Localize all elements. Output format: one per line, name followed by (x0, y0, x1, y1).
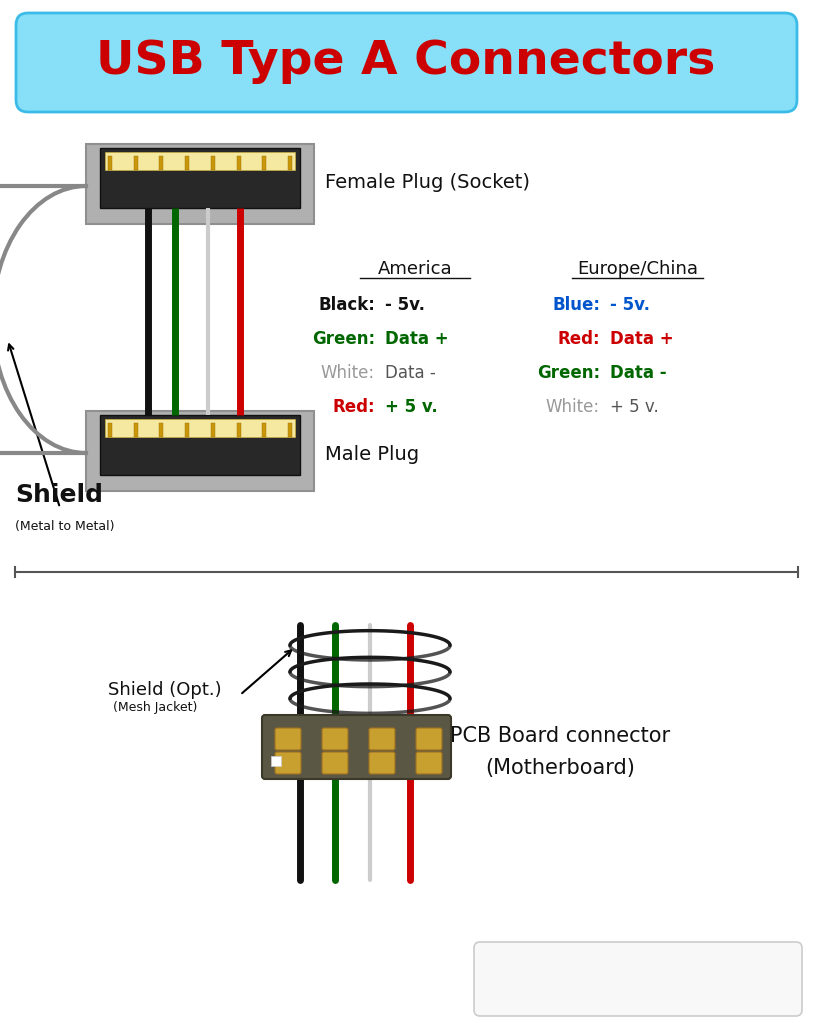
FancyBboxPatch shape (416, 752, 442, 774)
Bar (108, 155, 112, 170)
Text: Europe/China: Europe/China (577, 260, 698, 278)
Bar (133, 422, 137, 437)
Bar (159, 422, 163, 437)
Text: Data -: Data - (610, 364, 667, 382)
Bar (263, 155, 267, 170)
FancyBboxPatch shape (416, 728, 442, 750)
Text: Female Plug (Socket): Female Plug (Socket) (325, 174, 530, 192)
FancyBboxPatch shape (16, 13, 797, 112)
Bar (185, 422, 189, 437)
Bar (185, 155, 189, 170)
Bar (108, 422, 112, 437)
FancyBboxPatch shape (322, 728, 348, 750)
Bar (263, 422, 267, 437)
Text: Shield: Shield (15, 483, 103, 507)
Text: Red:: Red: (333, 398, 375, 416)
FancyBboxPatch shape (369, 728, 395, 750)
Text: Black:: Black: (318, 296, 375, 314)
FancyBboxPatch shape (322, 752, 348, 774)
Bar (211, 155, 215, 170)
Text: Green:: Green: (537, 364, 600, 382)
FancyBboxPatch shape (275, 728, 301, 750)
Text: Blue:: Blue: (552, 296, 600, 314)
Text: (Metal to Metal): (Metal to Metal) (15, 520, 115, 533)
Bar (237, 155, 241, 170)
Bar (105, 419, 295, 437)
Text: Data +: Data + (385, 330, 449, 348)
Text: USB Type A Connectors: USB Type A Connectors (96, 40, 715, 85)
Text: Male Plug: Male Plug (325, 445, 420, 464)
Bar (288, 155, 292, 170)
FancyBboxPatch shape (369, 752, 395, 774)
Bar (133, 155, 137, 170)
FancyBboxPatch shape (86, 144, 314, 224)
Text: mikeyperez@yahoo.com: mikeyperez@yahoo.com (553, 993, 724, 1007)
Text: Data +: Data + (610, 330, 674, 348)
Text: White:: White: (321, 364, 375, 382)
Bar (271, 756, 281, 766)
Text: White:: White: (546, 398, 600, 416)
Bar (159, 155, 163, 170)
Text: For questions, comments or suggestions:: For questions, comments or suggestions: (495, 978, 780, 992)
Text: America: America (378, 260, 452, 278)
Text: - 5v.: - 5v. (385, 296, 425, 314)
Bar (237, 422, 241, 437)
Bar (100, 148, 300, 208)
Text: Red:: Red: (558, 330, 600, 348)
FancyBboxPatch shape (474, 942, 802, 1016)
Text: (Mesh Jacket): (Mesh Jacket) (113, 702, 198, 714)
FancyBboxPatch shape (86, 411, 314, 491)
Text: + 5 v.: + 5 v. (385, 398, 437, 416)
Bar (211, 422, 215, 437)
Text: - 5v.: - 5v. (610, 296, 650, 314)
Text: Shield (Opt.): Shield (Opt.) (108, 681, 222, 699)
Bar (105, 152, 295, 170)
Text: Data -: Data - (385, 364, 436, 382)
FancyBboxPatch shape (262, 715, 451, 779)
Bar (100, 415, 300, 475)
Bar (288, 422, 292, 437)
FancyBboxPatch shape (275, 752, 301, 774)
Text: PCB Board connector
(Motherboard): PCB Board connector (Motherboard) (450, 725, 670, 779)
Text: + 5 v.: + 5 v. (610, 398, 659, 416)
Text: Green:: Green: (312, 330, 375, 348)
